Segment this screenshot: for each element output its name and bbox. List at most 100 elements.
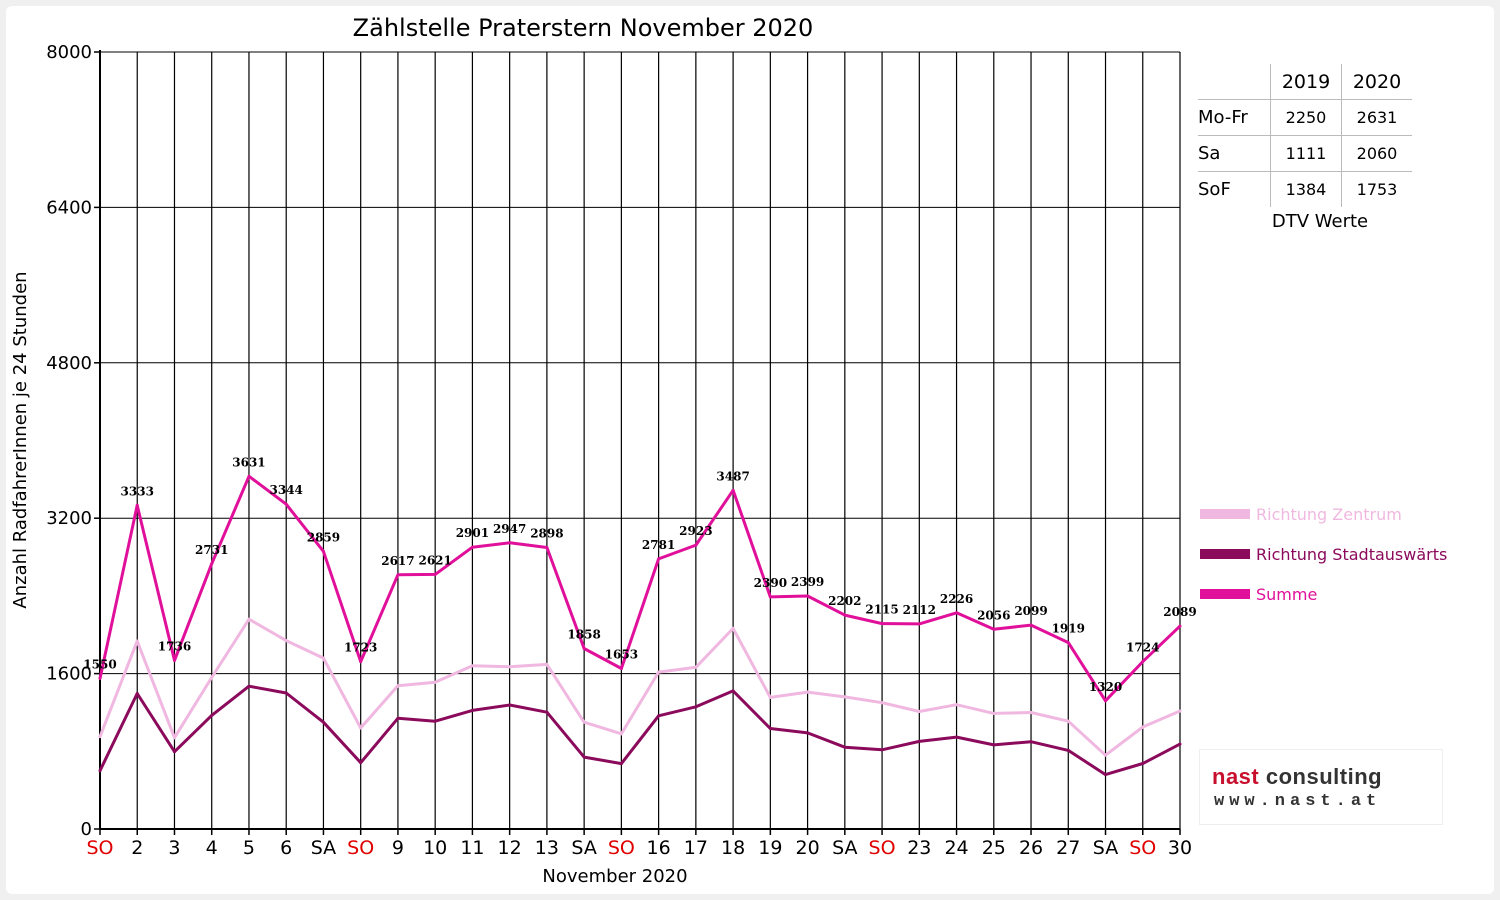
data-point xyxy=(880,748,884,752)
data-label: 3344 xyxy=(270,483,303,497)
legend-label-zentrum: Richtung Zentrum xyxy=(1256,504,1402,524)
data-point xyxy=(396,716,400,720)
data-label: 1723 xyxy=(344,641,377,655)
data-point xyxy=(545,710,549,714)
x-tick-label: 17 xyxy=(684,837,708,859)
data-point xyxy=(955,703,959,707)
x-tick-label: SA xyxy=(1093,837,1118,859)
legend-item-zentrum: Richtung Zentrum xyxy=(1200,494,1447,534)
data-label: 2226 xyxy=(940,592,973,606)
data-label: 2112 xyxy=(903,603,936,617)
legend-label-summe: Summe xyxy=(1256,584,1318,604)
data-point xyxy=(470,664,474,668)
legend-swatch-stadtauswaerts xyxy=(1200,549,1250,559)
data-label: 1736 xyxy=(158,639,191,653)
data-point xyxy=(843,613,847,617)
data-label: 2898 xyxy=(530,527,563,541)
x-tick-label: 12 xyxy=(498,837,522,859)
data-point xyxy=(768,595,772,599)
data-point xyxy=(880,622,884,626)
data-point xyxy=(508,703,512,707)
data-point xyxy=(284,502,288,506)
data-point xyxy=(210,675,214,679)
legend-item-stadtauswaerts: Richtung Stadtauswärts xyxy=(1200,534,1447,574)
data-point xyxy=(582,720,586,724)
data-point xyxy=(1141,762,1145,766)
data-label: 3487 xyxy=(716,469,749,483)
data-point xyxy=(917,739,921,743)
x-tick-label: 26 xyxy=(1019,837,1043,859)
data-point xyxy=(992,743,996,747)
data-point xyxy=(98,769,102,773)
data-label: 1858 xyxy=(567,628,600,642)
data-point xyxy=(172,736,176,740)
data-label: 1653 xyxy=(605,647,638,661)
x-tick-label: SA xyxy=(311,837,336,859)
data-point xyxy=(1104,699,1108,703)
data-point xyxy=(545,662,549,666)
y-tick-label: 4800 xyxy=(46,353,92,374)
dtv-row-label: Sa xyxy=(1198,135,1271,172)
x-tick-label: SO xyxy=(608,837,635,859)
data-point xyxy=(582,647,586,651)
data-point xyxy=(731,689,735,693)
x-tick-label: 11 xyxy=(460,837,484,859)
data-point xyxy=(396,684,400,688)
dtv-header-row: 2019 2020 xyxy=(1198,64,1412,100)
data-label: 2947 xyxy=(493,522,526,536)
data-point xyxy=(98,735,102,739)
y-tick-label: 1600 xyxy=(46,664,92,685)
x-tick-label: SO xyxy=(347,837,374,859)
data-label: 2901 xyxy=(456,526,489,540)
data-label: 3333 xyxy=(121,484,154,498)
x-tick-label: 3 xyxy=(168,837,180,859)
x-tick-label: 2 xyxy=(131,837,143,859)
y-tick-label: 3200 xyxy=(46,508,92,529)
dtv-row-mofr: Mo-Fr 2250 2631 xyxy=(1198,99,1412,136)
data-point xyxy=(1104,773,1108,777)
series-line-1 xyxy=(98,684,1181,777)
data-point xyxy=(470,708,474,712)
data-point xyxy=(1066,719,1070,723)
data-label: 2099 xyxy=(1014,604,1047,618)
data-point xyxy=(470,545,474,549)
data-label: 1550 xyxy=(83,657,116,671)
data-point xyxy=(359,660,363,664)
data-point xyxy=(359,761,363,765)
data-point xyxy=(992,627,996,631)
legend-swatch-zentrum xyxy=(1200,509,1250,519)
dtv-row-sof: SoF 1384 1753 xyxy=(1198,171,1412,207)
data-point xyxy=(1178,709,1182,713)
data-point xyxy=(657,714,661,718)
x-tick-label: 9 xyxy=(392,837,404,859)
x-axis-label: November 2020 xyxy=(542,866,687,887)
dtv-value-2019: 1384 xyxy=(1270,171,1342,207)
x-tick-label: 20 xyxy=(795,837,819,859)
data-point xyxy=(135,639,139,643)
data-point xyxy=(433,572,437,576)
x-tick-label: 13 xyxy=(535,837,559,859)
data-point xyxy=(806,690,810,694)
data-point xyxy=(1141,660,1145,664)
data-point xyxy=(768,695,772,699)
dtv-header-2019: 2019 xyxy=(1270,64,1342,100)
series-line-0 xyxy=(98,617,1181,757)
data-point xyxy=(508,665,512,669)
dtv-table: 2019 2020 Mo-Fr 2250 2631 Sa 1111 2060 S… xyxy=(1198,64,1412,232)
dtv-header-2020: 2020 xyxy=(1341,64,1412,100)
y-tick-label: 0 xyxy=(81,819,92,840)
data-point xyxy=(731,488,735,492)
y-tick-label: 8000 xyxy=(46,42,92,63)
x-tick-label: 30 xyxy=(1168,837,1192,859)
data-point xyxy=(880,701,884,705)
data-point xyxy=(210,562,214,566)
x-tick-label: 24 xyxy=(944,837,968,859)
data-label: 2056 xyxy=(977,608,1010,622)
dtv-caption: DTV Werte xyxy=(1271,211,1369,232)
series-line-2 xyxy=(98,474,1182,703)
data-point xyxy=(284,639,288,643)
data-point xyxy=(1029,710,1033,714)
legend-label-stadtauswaerts: Richtung Stadtauswärts xyxy=(1256,544,1448,564)
x-tick-label: SO xyxy=(1129,837,1156,859)
data-point xyxy=(210,713,214,717)
